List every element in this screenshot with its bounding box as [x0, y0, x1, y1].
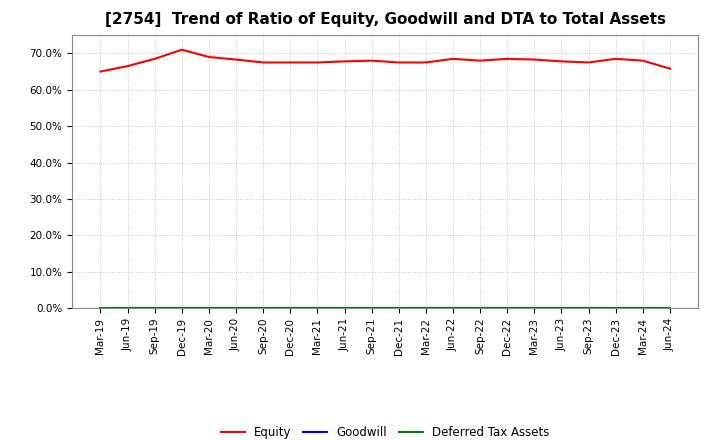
Goodwill	[367, 305, 376, 311]
Goodwill	[313, 305, 322, 311]
Equity	[639, 58, 647, 63]
Goodwill	[341, 305, 349, 311]
Deferred Tax Assets	[530, 305, 539, 311]
Goodwill	[259, 305, 268, 311]
Deferred Tax Assets	[232, 305, 240, 311]
Deferred Tax Assets	[286, 305, 294, 311]
Goodwill	[503, 305, 511, 311]
Goodwill	[96, 305, 105, 311]
Goodwill	[123, 305, 132, 311]
Goodwill	[557, 305, 566, 311]
Goodwill	[665, 305, 674, 311]
Equity	[395, 60, 403, 65]
Deferred Tax Assets	[584, 305, 593, 311]
Deferred Tax Assets	[259, 305, 268, 311]
Goodwill	[639, 305, 647, 311]
Equity	[232, 57, 240, 62]
Deferred Tax Assets	[665, 305, 674, 311]
Goodwill	[611, 305, 620, 311]
Goodwill	[449, 305, 457, 311]
Line: Equity: Equity	[101, 50, 670, 72]
Deferred Tax Assets	[341, 305, 349, 311]
Equity	[150, 56, 159, 62]
Deferred Tax Assets	[421, 305, 430, 311]
Deferred Tax Assets	[367, 305, 376, 311]
Equity	[259, 60, 268, 65]
Equity	[341, 59, 349, 64]
Deferred Tax Assets	[123, 305, 132, 311]
Equity	[665, 66, 674, 71]
Deferred Tax Assets	[395, 305, 403, 311]
Equity	[611, 56, 620, 62]
Equity	[449, 56, 457, 62]
Goodwill	[204, 305, 213, 311]
Goodwill	[150, 305, 159, 311]
Equity	[557, 59, 566, 64]
Equity	[178, 47, 186, 52]
Goodwill	[232, 305, 240, 311]
Goodwill	[530, 305, 539, 311]
Equity	[503, 56, 511, 62]
Equity	[204, 55, 213, 60]
Deferred Tax Assets	[178, 305, 186, 311]
Legend: Equity, Goodwill, Deferred Tax Assets: Equity, Goodwill, Deferred Tax Assets	[216, 422, 554, 440]
Goodwill	[395, 305, 403, 311]
Deferred Tax Assets	[96, 305, 105, 311]
Deferred Tax Assets	[476, 305, 485, 311]
Equity	[286, 60, 294, 65]
Deferred Tax Assets	[449, 305, 457, 311]
Deferred Tax Assets	[150, 305, 159, 311]
Equity	[96, 69, 105, 74]
Deferred Tax Assets	[557, 305, 566, 311]
Goodwill	[178, 305, 186, 311]
Equity	[584, 60, 593, 65]
Equity	[313, 60, 322, 65]
Deferred Tax Assets	[611, 305, 620, 311]
Deferred Tax Assets	[204, 305, 213, 311]
Goodwill	[421, 305, 430, 311]
Equity	[367, 58, 376, 63]
Deferred Tax Assets	[313, 305, 322, 311]
Equity	[421, 60, 430, 65]
Equity	[530, 57, 539, 62]
Title: [2754]  Trend of Ratio of Equity, Goodwill and DTA to Total Assets: [2754] Trend of Ratio of Equity, Goodwil…	[104, 12, 666, 27]
Equity	[476, 58, 485, 63]
Deferred Tax Assets	[503, 305, 511, 311]
Goodwill	[286, 305, 294, 311]
Goodwill	[476, 305, 485, 311]
Deferred Tax Assets	[639, 305, 647, 311]
Goodwill	[584, 305, 593, 311]
Equity	[123, 63, 132, 69]
